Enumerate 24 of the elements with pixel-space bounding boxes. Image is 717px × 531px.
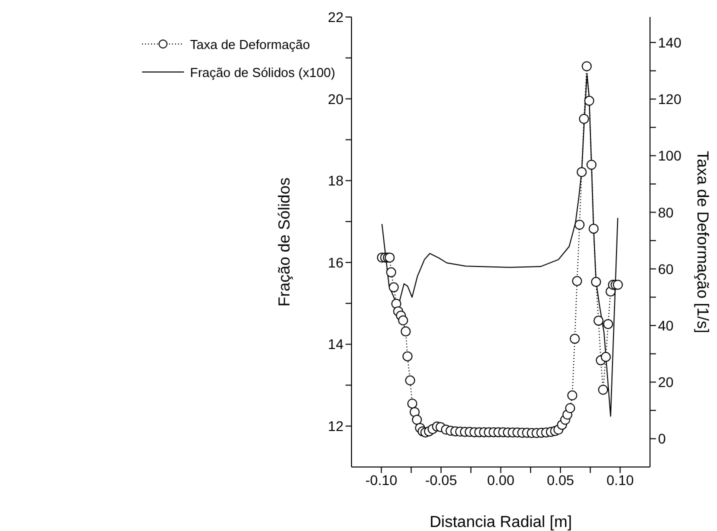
y2-tick-label: 80 — [658, 204, 674, 220]
y2-tick-label: 20 — [658, 374, 674, 390]
y-tick-label: 18 — [328, 172, 344, 189]
legend-label: Taxa de Deformação — [190, 36, 310, 52]
y2-tick-label: 100 — [658, 148, 682, 164]
x-axis-title: Distancia Radial [m] — [430, 514, 572, 531]
x-tick-label: 0.10 — [606, 472, 634, 488]
y2-tick-label: 120 — [658, 91, 682, 108]
y2-tick-label: 140 — [658, 34, 682, 50]
y2-tick-label: 40 — [658, 317, 674, 334]
x-tick-label: -0.05 — [425, 472, 458, 488]
y-tick-label: 20 — [328, 90, 344, 107]
y2-tick-label: 0 — [658, 430, 666, 447]
y-tick-label: 22 — [328, 8, 344, 25]
y-tick-label: 16 — [328, 254, 344, 270]
y-tick-label: 14 — [328, 336, 344, 352]
y2-axis-title: Taxa de Deformação [1/s] — [693, 150, 710, 334]
x-tick-label: 0.00 — [487, 472, 515, 488]
x-tick-label: -0.10 — [365, 472, 398, 488]
y2-tick-label: 60 — [658, 260, 674, 277]
y-axis-title: Fração de Sólidos — [276, 178, 294, 306]
x-tick-label: 0.05 — [546, 472, 574, 488]
legend-label: Fração de Sólidos (x100) — [190, 64, 336, 80]
y-tick-label: 12 — [328, 418, 344, 434]
